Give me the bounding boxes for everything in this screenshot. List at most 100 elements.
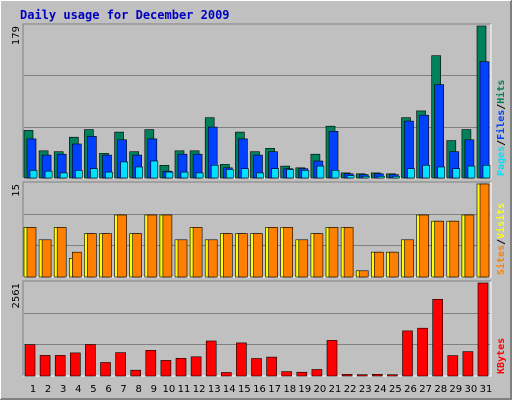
bar-sites-day-26 <box>404 239 414 278</box>
bar-kbytes-day-18 <box>281 371 293 377</box>
bar-kbytes-day-11 <box>175 357 187 377</box>
x-tick-label: 29 <box>449 384 462 395</box>
bar-kbytes-day-28 <box>432 298 444 377</box>
x-tick-label: 21 <box>329 384 342 395</box>
bar-sites-day-22 <box>343 227 354 278</box>
bar-pages-day-6 <box>105 171 113 179</box>
panel-bevel-dark <box>22 280 491 376</box>
bar-sites-day-27 <box>419 214 429 278</box>
x-tick-label: 4 <box>75 384 81 395</box>
bar-kbytes-day-27 <box>417 327 428 377</box>
bar-pages-day-7 <box>120 161 128 179</box>
panel-kbytes: 2561 KBytes <box>11 280 507 377</box>
bar-kbytes-day-29 <box>447 355 459 377</box>
bar-sites-day-17 <box>268 227 278 278</box>
panel-legend: Pages/Files/Hits <box>495 80 507 176</box>
bar-sites-day-20 <box>313 233 324 278</box>
bar-pages-day-27 <box>422 165 430 179</box>
bar-pages-day-11 <box>180 171 189 179</box>
x-tick-label: 25 <box>389 384 402 395</box>
bar-kbytes-day-22 <box>341 374 353 377</box>
panel-legend: KBytes <box>496 338 507 374</box>
bar-kbytes-day-30 <box>462 351 474 377</box>
bar-kbytes-day-3 <box>54 355 66 377</box>
bar-sites-day-16 <box>253 233 263 278</box>
bar-kbytes-day-17 <box>266 356 277 377</box>
bar-kbytes-day-13 <box>205 340 217 377</box>
bar-pages-day-12 <box>195 172 204 179</box>
panel-visits-sites: 15 Sites/Visits <box>11 181 507 278</box>
bar-sites-day-31 <box>479 183 490 278</box>
bar-pages-day-9 <box>150 160 159 179</box>
bar-sites-day-6 <box>102 233 112 278</box>
legend-hits: Hits <box>495 80 507 104</box>
bar-kbytes-day-10 <box>160 360 172 377</box>
bar-kbytes-day-8 <box>130 369 141 377</box>
bar-kbytes-day-6 <box>100 362 111 377</box>
bar-sites-day-28 <box>434 220 445 278</box>
x-tick-label: 30 <box>465 384 478 395</box>
bar-kbytes-day-21 <box>326 340 338 377</box>
x-tick-label: 10 <box>163 384 176 395</box>
bar-sites-day-18 <box>283 227 294 278</box>
bar-kbytes-day-31 <box>477 282 489 377</box>
legend-sites: Sites <box>495 245 507 275</box>
bar-pages-day-19 <box>301 170 310 179</box>
bar-sites-day-9 <box>147 214 158 278</box>
bar-pages-day-24 <box>376 176 385 179</box>
bar-files-day-31 <box>479 61 490 179</box>
x-tick-label: 2 <box>45 384 51 395</box>
legend-kbytes: KBytes <box>496 338 507 374</box>
x-tick-label: 12 <box>193 384 206 395</box>
bar-sites-day-5 <box>87 233 97 278</box>
bar-pages-day-10 <box>165 171 174 179</box>
bar-pages-day-28 <box>437 166 446 179</box>
legend-pages: Pages <box>496 146 507 176</box>
x-tick-label: 22 <box>344 384 357 395</box>
bar-kbytes-day-19 <box>296 371 308 377</box>
x-tick-label: 1 <box>30 384 36 395</box>
bar-kbytes-day-7 <box>115 352 126 377</box>
y-max-label: 2561 <box>11 283 22 308</box>
bar-sites-day-29 <box>449 220 460 278</box>
bar-kbytes-day-5 <box>85 344 96 377</box>
x-tick-label: 23 <box>359 384 372 395</box>
legend-separator: / <box>496 239 507 245</box>
bar-kbytes-day-12 <box>190 356 202 377</box>
bar-kbytes-day-15 <box>236 342 247 377</box>
bar-pages-day-30 <box>467 165 476 179</box>
bar-kbytes-day-23 <box>356 374 368 377</box>
bar-pages-day-21 <box>331 170 340 179</box>
x-tick-label: 15 <box>238 384 251 395</box>
x-tick-label: 31 <box>480 384 493 395</box>
bar-kbytes-day-25 <box>387 374 398 377</box>
bar-pages-day-4 <box>75 170 83 179</box>
bar-pages-day-5 <box>90 168 98 179</box>
legend-files: Files <box>495 110 507 140</box>
bar-pages-day-17 <box>271 168 279 179</box>
bar-sites-day-30 <box>464 214 475 278</box>
bar-sites-day-14 <box>223 233 233 278</box>
bar-pages-day-2 <box>44 170 53 179</box>
panel-legend: Sites/Visits <box>495 203 507 275</box>
panel-bevel-dark <box>22 23 491 178</box>
bar-pages-day-20 <box>316 165 325 179</box>
x-tick-label: 6 <box>105 384 111 395</box>
x-tick-label: 27 <box>419 384 432 395</box>
bar-sites-day-7 <box>117 214 127 278</box>
legend-separator: / <box>496 140 507 146</box>
x-tick-label: 16 <box>253 384 266 395</box>
x-tick-label: 28 <box>434 384 447 395</box>
bar-sites-day-19 <box>298 239 309 278</box>
bar-pages-day-8 <box>135 166 143 179</box>
bar-kbytes-day-26 <box>402 330 413 377</box>
bar-sites-day-25 <box>389 251 399 278</box>
y-max-label: 179 <box>11 26 22 45</box>
bar-kbytes-day-4 <box>70 352 81 377</box>
legend-visits: Visits <box>495 203 507 239</box>
bar-kbytes-day-16 <box>251 358 262 377</box>
x-tick-label: 13 <box>208 384 221 395</box>
bar-pages-day-15 <box>241 168 249 179</box>
bar-pages-day-14 <box>226 169 234 179</box>
bar-sites-day-11 <box>177 239 188 278</box>
